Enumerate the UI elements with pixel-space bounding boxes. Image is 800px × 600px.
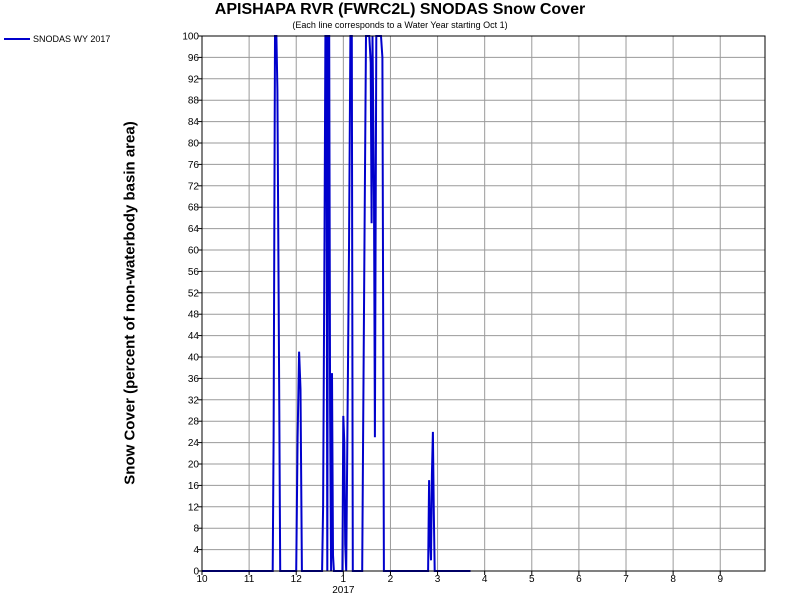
y-tick-label: 76 bbox=[188, 160, 200, 171]
legend-label: SNODAS WY 2017 bbox=[33, 34, 111, 44]
y-tick-label: 40 bbox=[188, 353, 200, 364]
axes: 0481216202428323640444852566064687276808… bbox=[182, 32, 766, 596]
y-tick-label: 8 bbox=[193, 524, 199, 535]
y-tick-label: 80 bbox=[188, 139, 200, 150]
x-tick-label: 10 bbox=[196, 574, 208, 585]
x-tick-label: 9 bbox=[717, 574, 723, 585]
x-tick-label: 12 bbox=[291, 574, 303, 585]
y-tick-label: 32 bbox=[188, 395, 200, 406]
y-tick-label: 48 bbox=[188, 310, 200, 321]
x-tick-label: 6 bbox=[576, 574, 582, 585]
y-tick-label: 64 bbox=[188, 224, 200, 235]
y-tick-label: 92 bbox=[188, 74, 200, 85]
x-year-label: 2017 bbox=[332, 585, 355, 596]
y-tick-label: 52 bbox=[188, 288, 200, 299]
series-line bbox=[202, 35, 471, 572]
plot-frame bbox=[201, 35, 766, 572]
x-tick-label: 4 bbox=[482, 574, 488, 585]
legend-swatch bbox=[4, 38, 30, 40]
y-tick-label: 60 bbox=[188, 246, 200, 257]
y-tick-label: 88 bbox=[188, 96, 200, 107]
y-tick-label: 4 bbox=[193, 545, 199, 556]
y-tick-label: 56 bbox=[188, 267, 200, 278]
y-tick-label: 84 bbox=[188, 117, 200, 128]
series-layer bbox=[202, 35, 471, 572]
y-tick-label: 96 bbox=[188, 53, 200, 64]
chart-subtitle: (Each line corresponds to a Water Year s… bbox=[292, 20, 508, 30]
x-tick-label: 5 bbox=[529, 574, 535, 585]
x-tick-label: 3 bbox=[435, 574, 441, 585]
x-tick-label: 7 bbox=[623, 574, 629, 585]
y-tick-label: 68 bbox=[188, 203, 200, 214]
y-tick-label: 44 bbox=[188, 331, 200, 342]
grid bbox=[201, 35, 765, 572]
y-tick-label: 72 bbox=[188, 181, 200, 192]
chart-title: APISHAPA RVR (FWRC2L) SNODAS Snow Cover bbox=[214, 1, 586, 18]
y-tick-label: 24 bbox=[188, 438, 200, 449]
y-tick-label: 20 bbox=[188, 460, 200, 471]
x-tick-label: 2 bbox=[388, 574, 394, 585]
y-tick-label: 12 bbox=[188, 502, 200, 513]
legend: SNODAS WY 2017 bbox=[4, 34, 110, 44]
x-tick-label: 1 bbox=[341, 574, 347, 585]
x-tick-label: 11 bbox=[244, 574, 255, 585]
y-tick-label: 36 bbox=[188, 374, 200, 385]
y-tick-label: 28 bbox=[188, 417, 200, 428]
y-tick-label: 16 bbox=[188, 481, 200, 492]
y-tick-label: 100 bbox=[182, 32, 199, 43]
x-tick-label: 8 bbox=[670, 574, 676, 585]
y-tick-label: 0 bbox=[193, 567, 199, 578]
